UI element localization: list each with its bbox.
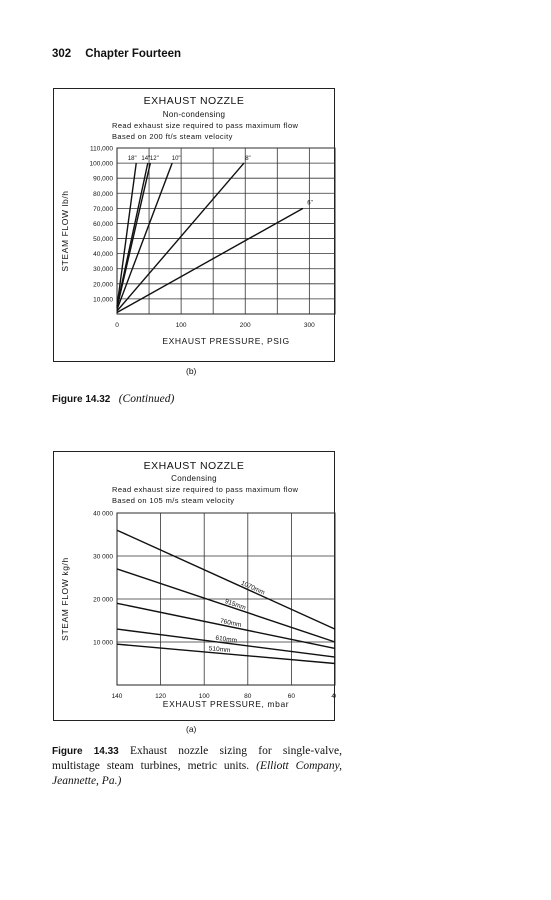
series-line: [116, 162, 137, 307]
series-line: [116, 602, 336, 650]
series-label: 12": [150, 156, 159, 162]
series-line: [116, 162, 173, 310]
page-number: 302: [52, 48, 72, 60]
series-line: [116, 207, 304, 314]
x-tick-label: 200: [240, 322, 251, 329]
chart-title: EXHAUST NOZZLE: [143, 460, 245, 472]
y-tick-label: 30 000: [93, 554, 113, 561]
figure-label: Figure 14.33: [52, 746, 119, 757]
page-header: 302 Chapter Fourteen: [52, 48, 181, 60]
x-tick-label: 120: [155, 693, 166, 700]
chart-panel-b: EXHAUST NOZZLE Non-condensing Read exhau…: [53, 88, 336, 362]
x-tick-label: 80: [244, 693, 252, 700]
y-tick-label: 100,000: [90, 161, 114, 168]
x-axis-label: EXHAUST PRESSURE, PSIG: [162, 336, 289, 346]
x-tick-label: 100: [199, 693, 210, 700]
y-tick-label: 10,000: [93, 296, 113, 303]
chapter-title: Chapter Fourteen: [85, 48, 182, 60]
series-label: 915mm: [224, 598, 247, 612]
y-tick-label: 80,000: [93, 191, 113, 198]
series-line: [116, 568, 336, 643]
series-label: 510mm: [208, 645, 230, 654]
y-tick-label: 90,000: [93, 176, 113, 183]
x-axis-label: EXHAUST PRESSURE, mbar: [163, 699, 289, 709]
figure-label: Figure 14.32: [52, 394, 111, 405]
y-tick-label: 50,000: [93, 236, 113, 243]
series-label: 610mm: [215, 635, 237, 645]
series-line: [116, 643, 336, 665]
panel-label: (b): [186, 366, 197, 376]
series-line: [116, 162, 245, 312]
y-tick-label: 40 000: [93, 511, 113, 518]
series-label: 8": [245, 156, 250, 162]
x-tick-label: 0: [115, 322, 119, 329]
y-axis-label: STEAM FLOW kg/h: [60, 557, 70, 641]
figure-caption-text: (Continued): [118, 393, 175, 405]
series-label: 6": [307, 201, 312, 207]
y-tick-label: 40,000: [93, 251, 113, 258]
x-tick-label: 140: [112, 693, 123, 700]
series-line: [116, 529, 336, 630]
y-tick-label: 60,000: [93, 221, 113, 228]
y-tick-label: 10 000: [93, 640, 113, 647]
y-tick-label: 20,000: [93, 281, 113, 288]
chart-subtitle: Non-condensing: [162, 110, 226, 119]
plot-area: [116, 147, 336, 315]
series-line: [116, 162, 152, 309]
x-tick-label: 300: [304, 322, 315, 329]
chart-title: EXHAUST NOZZLE: [143, 95, 245, 107]
chart-note: Read exhaust size required to pass maxim…: [112, 121, 299, 130]
x-tick-label: 100: [176, 322, 187, 329]
figure-caption-text: Exhaust nozzle sizing for single-valve, …: [52, 745, 342, 772]
figure-caption: Figure 14.32 (Continued): [52, 393, 174, 405]
figure-caption-credit: (Elliott Company, Jeannette, Pa.): [52, 760, 342, 787]
chart-subtitle: Condensing: [171, 474, 217, 483]
y-tick-label: 70,000: [93, 206, 113, 213]
figure-caption: Figure 14.33 Exhaust nozzle sizing for s…: [52, 744, 342, 789]
chart-b-plot: 10,000 20,000 30,000 40,000 50,000 60,000 70,0…: [60, 146, 336, 346]
series-label: 14": [141, 156, 150, 162]
chart-note: Based on 200 ft/s steam velocity: [112, 132, 233, 141]
panel-label: (a): [186, 724, 197, 734]
y-tick-label: 110,000: [90, 146, 113, 153]
chart-panel-a: EXHAUST NOZZLE Condensing Read exhaust s…: [53, 451, 336, 721]
series-line: [116, 628, 336, 658]
x-tick-label: 40: [331, 693, 336, 700]
chart-note: Based on 105 m/s steam velocity: [112, 496, 235, 505]
y-axis-label: STEAM FLOW lb/h: [60, 190, 70, 271]
series-label: 18": [128, 156, 137, 162]
chart-note: Read exhaust size required to pass maxim…: [112, 485, 299, 494]
x-tick-label: 60: [288, 693, 296, 700]
series-label: 10": [172, 156, 181, 162]
series-label: 760mm: [219, 618, 242, 629]
y-tick-label: 20 000: [93, 597, 113, 604]
y-tick-label: 30,000: [93, 266, 113, 273]
